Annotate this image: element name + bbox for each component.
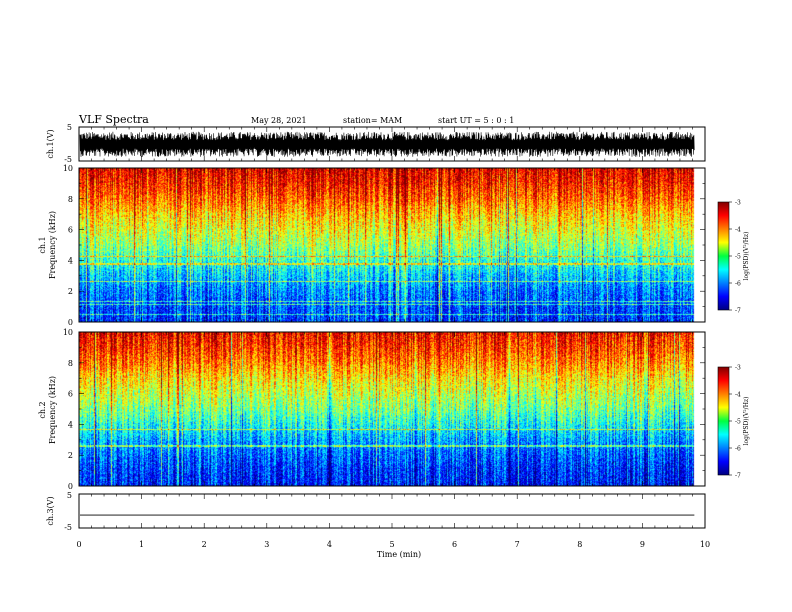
ch3-waveform-panel: ch.3(V) 5 -5	[46, 491, 706, 532]
start-time-label: start UT = 5 : 0 : 1	[438, 116, 514, 125]
freq-tick-label: 10	[63, 164, 73, 173]
freq-tick-label: 0	[68, 482, 73, 491]
time-axis-tick-labels: 0 1 2 3 4 5 6 7 8 9 10	[76, 540, 710, 549]
time-tick-label: 10	[700, 540, 710, 549]
colorbar-tick-label: -6	[735, 446, 741, 453]
ch1-colorbar: -3 -4 -5 -6 -7 log(PSD)(V²/Hz)	[717, 200, 750, 315]
colorbar-tick-label: -7	[735, 308, 741, 315]
time-tick-label: 9	[640, 540, 645, 549]
ch2-colorbar-ticks: -3 -4 -5 -6 -7	[729, 365, 741, 480]
freq-tick-label: 10	[63, 328, 73, 337]
ch2-spec-xticks	[78, 332, 706, 486]
colorbar-tick-label: -3	[735, 365, 741, 372]
ch2-spectrogram-panel: ch.2 Frequency (kHz) 0 2 4 6 8 10	[38, 328, 706, 491]
time-tick-label: 8	[577, 540, 582, 549]
time-tick-label: 1	[139, 540, 144, 549]
station-label: station= MAM	[343, 116, 402, 125]
time-tick-label: 0	[76, 540, 81, 549]
ch2-colorbar: -3 -4 -5 -6 -7 log(PSD)(V²/Hz)	[717, 365, 750, 480]
ch3-wave-ytick-bottom: -5	[64, 523, 72, 532]
figure-title: VLF Spectra	[78, 113, 149, 126]
freq-tick-label: 0	[68, 318, 73, 327]
freq-tick-label: 8	[68, 359, 73, 368]
ch3-wave-ytick-top: 5	[67, 491, 72, 500]
ch2-colorbar-label: log(PSD)(V²/Hz)	[743, 397, 750, 446]
ch1-waveform-trace	[79, 131, 695, 157]
ch1-colorbar-ticks: -3 -4 -5 -6 -7	[729, 200, 741, 315]
time-axis-label: Time (min)	[377, 550, 421, 559]
colorbar-tick-label: -7	[735, 473, 741, 480]
ch1-spectrogram-image	[79, 168, 705, 322]
date-label: May 28, 2021	[251, 116, 307, 125]
time-tick-label: 5	[389, 540, 394, 549]
ch1-colorbar-label: log(PSD)(V²/Hz)	[743, 232, 750, 281]
ch1-spec-ylabel-freq: Frequency (kHz)	[48, 211, 57, 279]
ch2-spec-ylabel-freq: Frequency (kHz)	[48, 376, 57, 444]
ch1-spectrogram-panel: ch.1 Frequency (kHz) 0 2 4 6 8 10	[38, 164, 706, 327]
colorbar-tick-label: -5	[735, 254, 741, 261]
time-tick-label: 4	[327, 540, 332, 549]
freq-tick-label: 4	[68, 420, 73, 429]
ch1-spec-xticks	[78, 168, 706, 322]
time-tick-label: 6	[452, 540, 457, 549]
ch1-waveform-panel: ch.1(V) 5 -5	[46, 123, 706, 164]
colorbar-tick-label: -5	[735, 419, 741, 426]
freq-tick-label: 8	[68, 195, 73, 204]
ch1-wave-ytick-top: 5	[67, 123, 72, 132]
ch1-wave-ylabel: ch.1(V)	[46, 129, 55, 158]
time-tick-label: 3	[264, 540, 269, 549]
freq-tick-label: 2	[68, 287, 73, 296]
colorbar-tick-label: -4	[735, 392, 741, 399]
freq-tick-label: 4	[68, 256, 73, 265]
ch3-wave-xticks	[78, 494, 706, 528]
freq-tick-label: 2	[68, 451, 73, 460]
time-tick-label: 7	[515, 540, 520, 549]
colorbar-tick-label: -6	[735, 281, 741, 288]
freq-tick-label: 6	[68, 226, 73, 235]
ch1-wave-ytick-bottom: -5	[64, 155, 72, 164]
ch2-spec-yticks: 0 2 4 6 8 10	[63, 328, 705, 491]
colorbar-tick-label: -4	[735, 227, 741, 234]
colorbar-tick-label: -3	[735, 200, 741, 207]
ch2-spectrogram-image	[79, 332, 705, 486]
freq-tick-label: 6	[68, 390, 73, 399]
ch1-spec-yticks: 0 2 4 6 8 10	[63, 164, 705, 327]
time-tick-label: 2	[202, 540, 207, 549]
ch2-spec-ylabel-channel: ch.2	[38, 401, 47, 418]
ch1-spec-ylabel-channel: ch.1	[38, 236, 47, 253]
ch1-wave-xticks	[78, 127, 706, 161]
ch3-wave-ylabel: ch.3(V)	[46, 496, 55, 525]
